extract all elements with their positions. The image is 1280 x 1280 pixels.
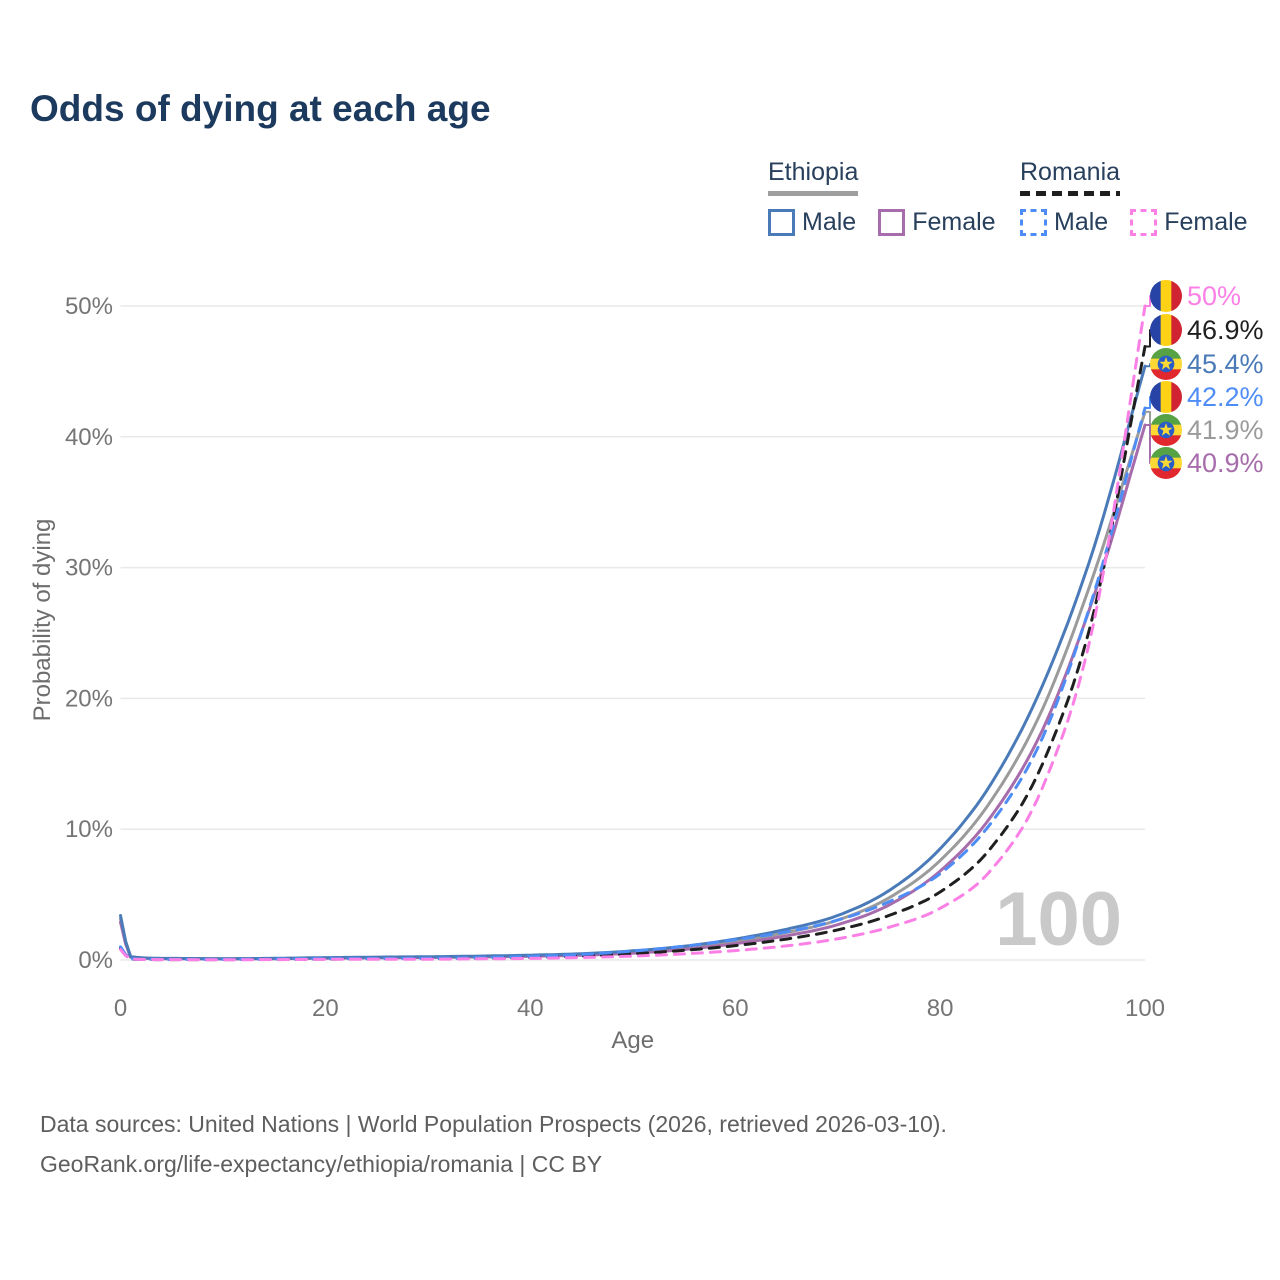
romania-line-swatch xyxy=(1020,191,1121,196)
romania-male-swatch-icon xyxy=(1020,209,1047,236)
series-line-ethiopia-male[interactable] xyxy=(119,364,1147,961)
end-label-group-ethiopia: 41.9% xyxy=(1145,410,1264,446)
legend-item-ethiopia-male[interactable]: Male xyxy=(768,208,856,237)
end-label-group-romania-male: 42.2% xyxy=(1145,381,1264,413)
end-label-value: 45.4% xyxy=(1187,349,1264,379)
legend-item-label: Female xyxy=(1164,208,1248,236)
series-line-romania-male[interactable] xyxy=(119,406,1147,961)
y-tick-30%: 30% xyxy=(65,555,113,582)
legend: Ethiopia Male Female Romania xyxy=(768,158,1248,237)
legend-item-ethiopia-female[interactable]: Female xyxy=(878,208,996,237)
legend-group-romania: Romania Male Female xyxy=(1020,158,1248,237)
y-axis-title: Probability of dying xyxy=(29,519,56,722)
page-title: Odds of dying at each age xyxy=(30,88,491,129)
end-label-value: 40.9% xyxy=(1187,448,1264,478)
y-tick-50%: 50% xyxy=(65,293,113,320)
end-label-value: 41.9% xyxy=(1187,415,1264,445)
footer: Data sources: United Nations | World Pop… xyxy=(40,1104,947,1184)
legend-item-romania-male[interactable]: Male xyxy=(1020,208,1108,237)
legend-group-ethiopia: Ethiopia Male Female xyxy=(768,158,1020,237)
x-tick-60: 60 xyxy=(722,995,749,1022)
ethiopia-line-swatch xyxy=(768,191,859,196)
legend-country-ethiopia[interactable]: Ethiopia xyxy=(768,158,859,196)
end-label-group-ethiopia-male: 45.4% xyxy=(1145,348,1264,380)
x-tick-100: 100 xyxy=(1125,995,1165,1022)
legend-items-ethiopia: Male Female xyxy=(768,208,1020,237)
series-line-ethiopia-female[interactable] xyxy=(119,423,1147,961)
y-tick-20%: 20% xyxy=(65,685,113,712)
y-tick-10%: 10% xyxy=(65,816,113,843)
end-label-group-romania-female: 50% xyxy=(1145,280,1241,312)
x-tick-0: 0 xyxy=(114,995,127,1022)
legend-items-romania: Male Female xyxy=(1020,208,1248,237)
ethiopia-flag-icon xyxy=(1150,447,1182,479)
end-label-value: 50% xyxy=(1187,281,1241,311)
legend-item-label: Male xyxy=(1054,208,1109,236)
y-tick-40%: 40% xyxy=(65,424,113,451)
x-tick-40: 40 xyxy=(517,995,544,1022)
ethiopia-female-swatch-icon xyxy=(878,209,906,236)
footer-source-line: Data sources: United Nations | World Pop… xyxy=(40,1111,947,1137)
end-label-value: 46.9% xyxy=(1187,315,1264,345)
series-line-ethiopia[interactable] xyxy=(119,410,1147,961)
footer-link-line: GeoRank.org/life-expectancy/ethiopia/rom… xyxy=(40,1151,603,1177)
legend-item-label: Female xyxy=(912,208,996,236)
legend-item-romania-female[interactable]: Female xyxy=(1130,208,1248,237)
romania-female-swatch-icon xyxy=(1130,209,1158,236)
age-watermark: 100 xyxy=(995,877,1122,962)
legend-country-label: Romania xyxy=(1020,158,1121,186)
end-label-group-romania: 46.9% xyxy=(1145,314,1264,348)
ethiopia-male-swatch-icon xyxy=(768,209,795,236)
series-line-romania-female[interactable] xyxy=(119,304,1147,962)
x-axis-title: Age xyxy=(611,1027,654,1054)
series-line-romania[interactable] xyxy=(119,345,1147,962)
legend-country-label: Ethiopia xyxy=(768,158,859,186)
romania-flag-icon xyxy=(1150,381,1182,413)
legend-country-romania[interactable]: Romania xyxy=(1020,158,1121,196)
x-tick-20: 20 xyxy=(312,995,339,1022)
romania-flag-icon xyxy=(1150,280,1182,312)
y-tick-0%: 0% xyxy=(78,947,113,974)
ethiopia-flag-icon xyxy=(1150,348,1182,380)
x-tick-80: 80 xyxy=(927,995,954,1022)
end-label-group-ethiopia-female: 40.9% xyxy=(1145,424,1264,479)
ethiopia-flag-icon xyxy=(1150,414,1182,446)
romania-flag-icon xyxy=(1150,314,1182,346)
legend-item-label: Male xyxy=(802,208,857,236)
end-label-value: 42.2% xyxy=(1187,382,1264,412)
